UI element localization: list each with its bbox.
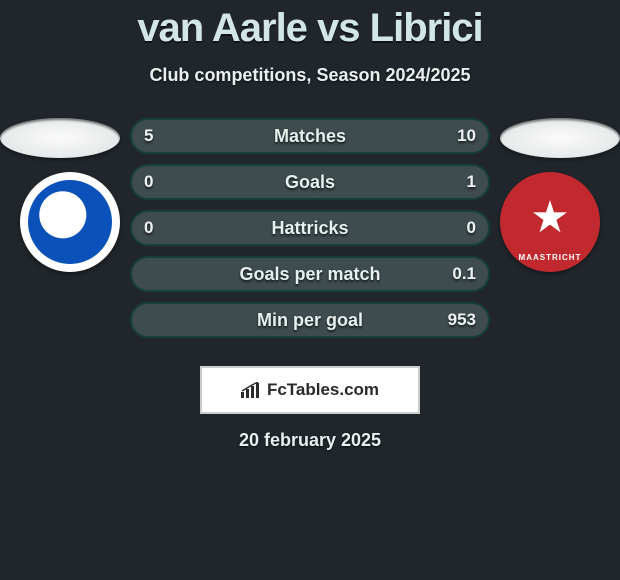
stat-left-value: 0 xyxy=(144,210,153,246)
bars-icon xyxy=(241,382,261,398)
stat-right-value: 1 xyxy=(467,164,476,200)
stat-row: Goals0 1 xyxy=(130,164,490,200)
club-left-badge xyxy=(20,172,120,272)
stat-right-value: 0.1 xyxy=(452,256,476,292)
stat-row: Min per goal953 xyxy=(130,302,490,338)
date-label: 20 february 2025 xyxy=(0,430,620,451)
comparison-card: { "colors":{ "page_bg":"#20262b", "title… xyxy=(0,0,620,580)
club-right-sub: MAASTRICHT xyxy=(500,253,600,262)
page-subtitle: Club competitions, Season 2024/2025 xyxy=(0,65,620,86)
stat-label: Min per goal xyxy=(130,302,490,338)
stat-right-value: 10 xyxy=(457,118,476,154)
player-left-avatar xyxy=(0,118,120,158)
stat-row: Matches5 10 xyxy=(130,118,490,154)
stat-label: Matches xyxy=(130,118,490,154)
player-right-avatar xyxy=(500,118,620,158)
page-title: van Aarle vs Librici xyxy=(0,6,620,51)
stats-column: Matches510Goals01Hattricks00Goals per ma… xyxy=(130,118,490,348)
star-icon: ★ xyxy=(530,196,569,240)
stat-right-value: 0 xyxy=(467,210,476,246)
brand-label: FcTables.com xyxy=(267,380,379,400)
stat-row: Goals per match0.1 xyxy=(130,256,490,292)
stat-left-value: 0 xyxy=(144,164,153,200)
stat-right-value: 953 xyxy=(448,302,476,338)
footer-block: FcTables.com 20 february 2025 xyxy=(0,350,620,451)
club-right-badge: ★ MAASTRICHT xyxy=(500,172,600,272)
stat-label: Goals xyxy=(130,164,490,200)
stat-left-value: 5 xyxy=(144,118,153,154)
stat-label: Goals per match xyxy=(130,256,490,292)
brand-box[interactable]: FcTables.com xyxy=(200,366,420,414)
stat-row: Hattricks0 0 xyxy=(130,210,490,246)
stat-label: Hattricks xyxy=(130,210,490,246)
